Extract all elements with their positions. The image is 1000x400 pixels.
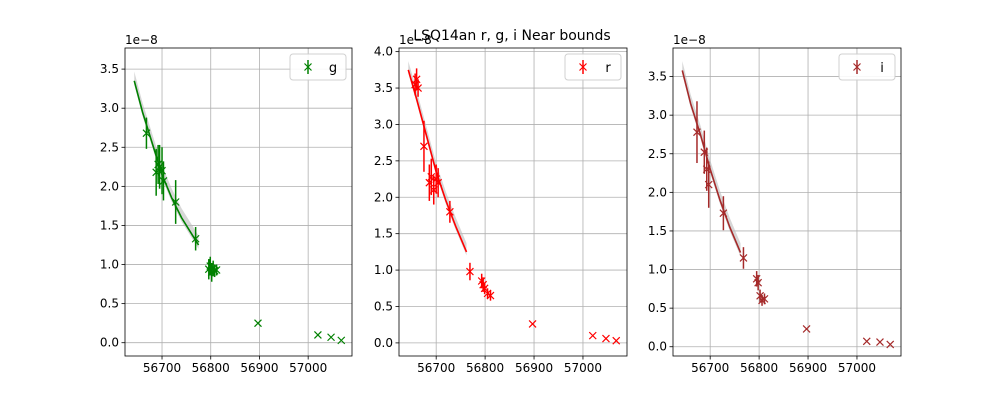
legend-box [838,53,896,81]
x-tick-label: 56800 [192,361,230,375]
data-point [434,178,443,187]
y-tick-label: 1.0 [100,258,119,272]
y-tick-label: 2.5 [648,147,667,161]
data-point [191,234,200,243]
axes-frame [672,47,902,357]
data-point [802,325,811,333]
data-point [337,336,346,345]
x-tick-label: 56700 [691,361,729,375]
y-scale-label: 1e−8 [673,33,706,47]
legend-label: r [605,61,611,76]
data-point [466,267,474,276]
y-tick-label: 0.0 [100,336,119,350]
y-tick-label: 2.0 [648,185,667,199]
data-point [886,340,895,349]
data-point [719,209,728,218]
y-tick-label: 2.5 [374,154,393,168]
data-point [693,128,701,137]
fit-uncertainty-band [682,61,741,257]
axes-frame [398,47,628,357]
x-tick-label: 57000 [564,361,602,375]
data-point [588,331,597,340]
legend-label: i [880,61,884,76]
x-tick-label: 56800 [466,361,504,375]
fit-curve [133,80,200,246]
axes-frame [124,47,353,357]
data-point [159,176,168,185]
x-tick-label: 57000 [289,361,327,375]
x-tick-label: 57000 [838,361,876,375]
y-tick-label: 0.5 [100,297,119,311]
legend-box [564,53,622,81]
y-tick-label: 2.5 [100,140,119,154]
data-point [486,291,495,300]
legend-marker [579,63,587,71]
y-tick-label: 4.0 [374,45,393,59]
x-tick-label: 56900 [789,361,827,375]
data-point [612,336,621,345]
data-point [212,266,221,274]
panel-g: 56700 56800 56900 57000 0.0 0.5 1.0 1.5 2.0 2.5 3.… [100,33,353,375]
legend-marker [853,63,861,71]
data-point [445,207,454,216]
data-point [862,337,871,346]
x-tick-label: 56700 [417,361,455,375]
data-point [754,278,763,287]
data-point [414,84,423,92]
x-tick-label: 56800 [740,361,778,375]
data-point [142,129,151,138]
y-tick-label: 1.0 [648,263,667,277]
x-tick-label: 56900 [515,361,553,375]
x-tick-label: 56700 [143,361,181,375]
y-tick-label: 2.0 [100,179,119,193]
y-tick-label: 3.0 [374,117,393,131]
fit-curve [681,70,742,253]
data-point [760,294,769,303]
data-point [327,333,335,342]
data-point [528,320,537,328]
panels: 56700 56800 56900 57000 0.0 0.5 1.0 1.5 2.0 2.5 3.… [100,33,902,375]
x-tick-label: 56900 [240,361,278,375]
legend-box [289,53,347,81]
y-tick-label: 3.0 [648,108,667,122]
y-tick-label: 1.5 [648,224,667,238]
data-point [158,166,166,175]
y-tick-label: 3.5 [648,70,667,84]
data-point [704,180,713,189]
data-point [171,198,180,206]
y-tick-label: 0.5 [648,301,667,315]
y-tick-label: 1.0 [374,263,393,277]
figure-title: LSQ14an r, g, i Near bounds [413,28,610,44]
y-tick-label: 1.5 [100,218,119,232]
y-tick-label: 0.5 [374,299,393,313]
y-tick-label: 2.0 [374,190,393,204]
data-point [602,334,610,343]
data-point [154,160,163,169]
panel-r: 56700 56800 56900 57000 0.0 0.5 1.0 1.5 2.0 2.5 3.… [374,33,628,375]
fit-uncertainty-band [134,71,199,249]
y-tick-label: 3.0 [100,101,119,115]
legend-label: g [329,61,337,76]
data-point [739,254,748,262]
legend-marker [304,63,312,71]
y-tick-label: 0.0 [648,340,667,354]
y-tick-label: 3.5 [100,62,119,76]
panel-i: 56700 56800 56900 57000 0.0 0.5 1.0 1.5 2.0 2.5 3.… [648,33,902,375]
y-scale-label: 1e−8 [399,33,432,47]
y-tick-label: 0.0 [374,336,393,350]
data-point [876,338,884,347]
y-scale-label: 1e−8 [125,33,158,47]
data-point [420,142,428,151]
data-point [412,75,421,84]
data-point [254,319,262,328]
data-point [313,330,322,339]
y-tick-label: 1.5 [374,227,393,241]
y-tick-label: 3.5 [374,81,393,95]
